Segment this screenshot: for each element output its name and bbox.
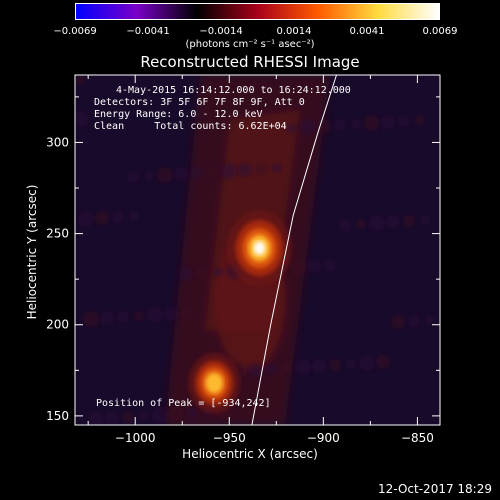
x-tick-label: −850 — [401, 431, 434, 445]
y-tick-label: 250 — [46, 227, 69, 241]
heatmap-image — [75, 75, 440, 425]
heatmap-source-1 — [188, 352, 240, 414]
colorbar-tick-label: 0.0069 — [422, 26, 458, 37]
colorbar-tick-label: 0.0041 — [349, 26, 385, 37]
colorbar-tick-label: −0.0041 — [126, 26, 170, 37]
x-tick-label: −950 — [213, 431, 246, 445]
colorbar-units: (photons cm⁻² s⁻¹ asec⁻²) — [185, 39, 315, 50]
solar-limb-line — [251, 75, 337, 425]
heatmap-source-0 — [227, 210, 292, 287]
peak-position-text: Position of Peak = [-934,242] — [96, 398, 271, 409]
x-tick-label: −1000 — [115, 431, 156, 445]
colorbar-tick-label: −0.0014 — [199, 26, 243, 37]
energy-range-text: Energy Range: 6.0 - 12.0 keV — [94, 109, 263, 120]
colorbar — [75, 3, 440, 20]
timestamp-footer: 12-Oct-2017 18:29 — [378, 482, 492, 496]
colorbar-tick-label: −0.0069 — [53, 26, 97, 37]
y-tick-label: 200 — [46, 318, 69, 332]
time-range-text: 4-May-2015 16:14:12.000 to 16:24:12.000 — [116, 85, 351, 96]
chart-title: Reconstructed RHESSI Image — [140, 53, 360, 71]
y-tick-label: 150 — [46, 409, 69, 423]
detectors-text: Detectors: 3F 5F 6F 7F 8F 9F, Att 0 — [94, 97, 305, 108]
colorbar-tick-label: 0.0014 — [276, 26, 312, 37]
clean-counts-text: Clean Total counts: 6.62E+04 — [94, 121, 287, 132]
y-axis-label: Heliocentric Y (arcsec) — [25, 184, 39, 320]
x-tick-label: −900 — [307, 431, 340, 445]
y-tick-label: 300 — [46, 135, 69, 149]
x-axis-label: Heliocentric X (arcsec) — [182, 447, 318, 461]
plot-frame — [74, 74, 441, 426]
